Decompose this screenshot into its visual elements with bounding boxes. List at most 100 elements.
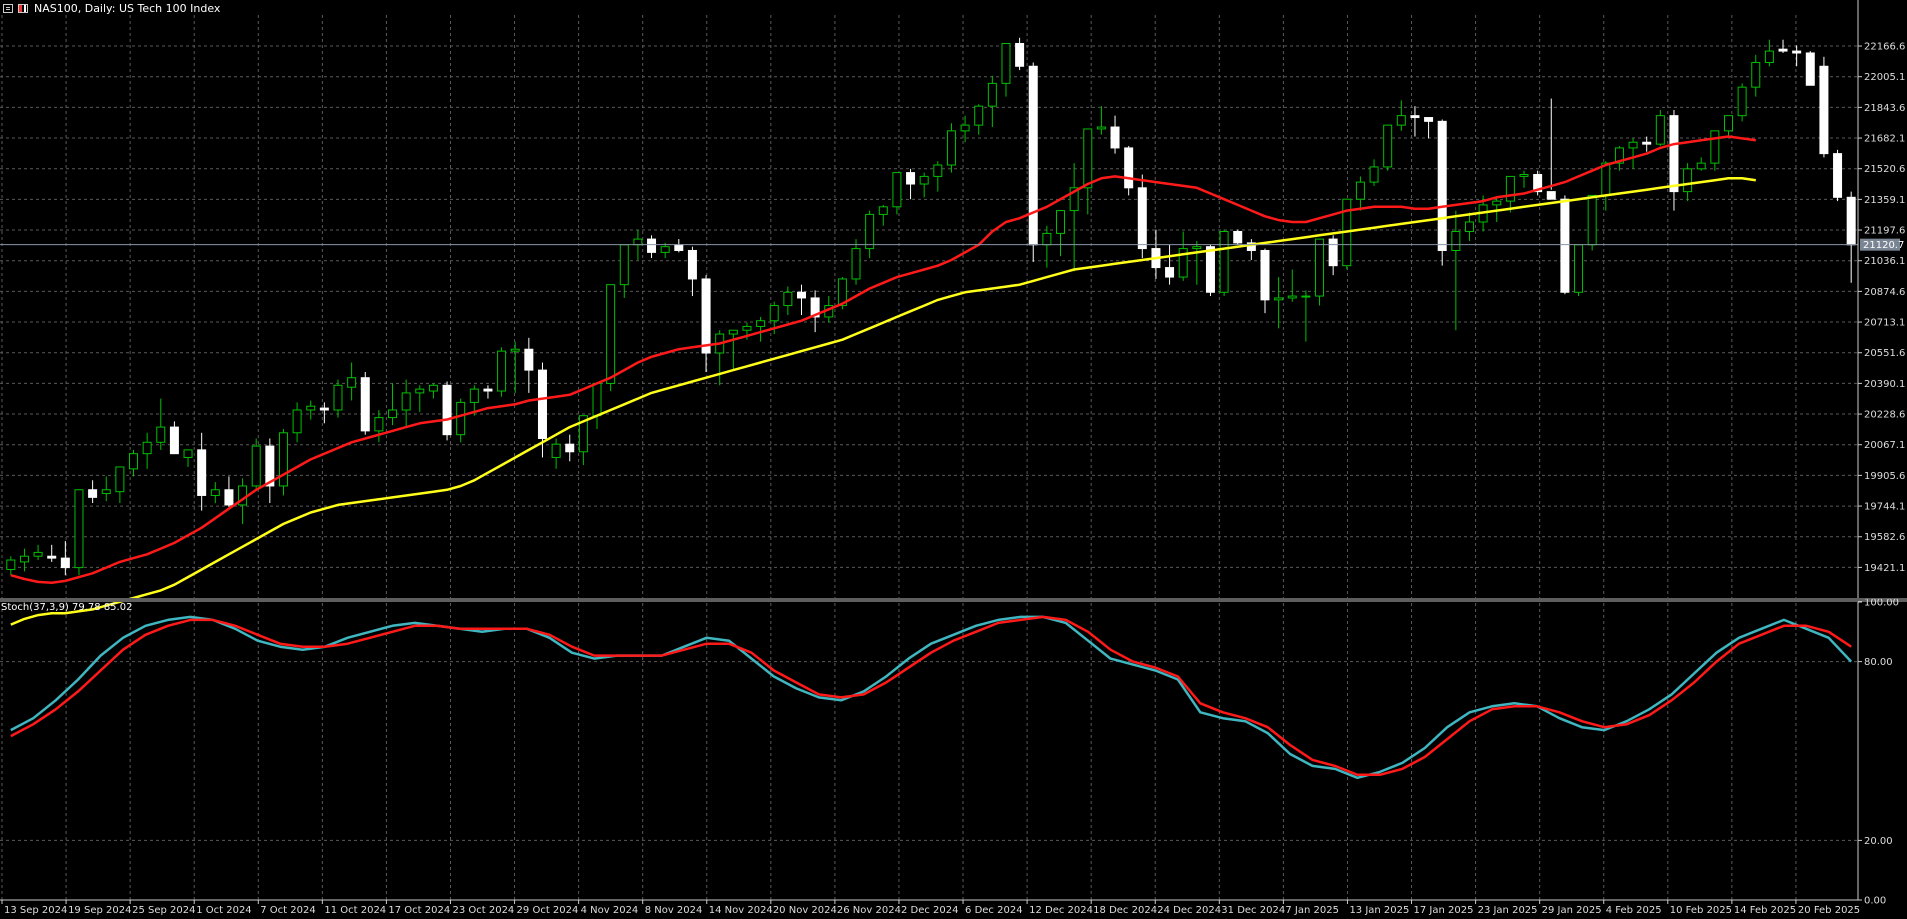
candle-bull — [415, 388, 425, 394]
candle-bull — [115, 466, 125, 493]
candle-bull — [347, 377, 357, 388]
x-tick-label: 25 Sep 2024 — [132, 905, 195, 916]
chart-grid — [0, 15, 1858, 900]
candle-bull — [960, 124, 970, 132]
candle-bull — [333, 384, 343, 411]
candle-bull — [428, 384, 438, 392]
current-price-label-bg — [1860, 238, 1900, 251]
chart-type-icon[interactable] — [18, 3, 28, 13]
x-tick-label: 2 Dec 2024 — [901, 905, 959, 916]
candle-bull — [1614, 147, 1624, 164]
candle-bear — [524, 348, 534, 371]
candle-bull — [728, 329, 738, 335]
y-tick-label: 21520.6 — [1864, 164, 1905, 175]
candle-bull — [1505, 175, 1515, 202]
candle-bull — [456, 401, 466, 436]
candle-bull — [1464, 221, 1474, 232]
candle-bull — [306, 405, 316, 411]
x-tick-label: 17 Oct 2024 — [388, 905, 450, 916]
y-tick-label: 19421.1 — [1864, 563, 1905, 574]
candle-bull — [1628, 141, 1638, 149]
candle-bull — [1396, 115, 1406, 126]
candlestick-series — [6, 37, 1856, 576]
candle-bull — [183, 449, 193, 458]
candle-bear — [1792, 50, 1802, 54]
x-tick-label: 20 Nov 2024 — [773, 905, 837, 916]
candle-bull — [851, 248, 861, 280]
candle-bear — [1124, 147, 1134, 189]
candle-bull — [1056, 210, 1066, 234]
candle-bull — [660, 246, 670, 253]
x-tick-label: 17 Jan 2025 — [1414, 905, 1474, 916]
candle-bear — [647, 238, 657, 253]
candle-bull — [469, 388, 479, 403]
candle-bear — [1533, 174, 1543, 193]
candle-bull — [142, 441, 152, 455]
x-tick-label: 10 Feb 2025 — [1670, 905, 1732, 916]
candle-bear — [1015, 42, 1025, 67]
candle-bull — [1083, 128, 1093, 189]
x-tick-label: 24 Dec 2024 — [1157, 905, 1221, 916]
candle-bear — [687, 249, 697, 280]
candle-bull — [919, 175, 929, 185]
candle-bull — [388, 409, 398, 419]
candle-bull — [1192, 246, 1202, 250]
x-tick-label: 11 Oct 2024 — [324, 905, 386, 916]
ma-fast-line — [10, 135, 1756, 585]
candle-bull — [156, 426, 166, 443]
x-tick-label: 4 Nov 2024 — [581, 905, 639, 916]
x-tick-label: 31 Dec 2024 — [1221, 905, 1285, 916]
y-tick-label: 20551.6 — [1864, 348, 1905, 359]
y-tick-label: 21359.1 — [1864, 195, 1905, 206]
candle-bull — [251, 445, 261, 487]
candle-bull — [1383, 124, 1393, 168]
candle-bull — [878, 206, 888, 215]
candle-bear — [1260, 249, 1270, 301]
candle-bull — [1274, 297, 1284, 301]
candle-bear — [1642, 141, 1652, 145]
candle-bull — [1737, 86, 1747, 117]
candle-bull — [1042, 232, 1052, 246]
candle-bear — [47, 555, 57, 559]
x-tick-label: 7 Oct 2024 — [260, 905, 315, 916]
y-tick-label: 19582.6 — [1864, 532, 1905, 543]
x-tick-label: 14 Nov 2024 — [709, 905, 773, 916]
candle-bull — [1764, 50, 1774, 63]
symbol-title: NAS100, Daily: US Tech 100 Index — [34, 1, 221, 15]
x-tick-label: 4 Feb 2025 — [1606, 905, 1662, 916]
menu-icon[interactable] — [3, 3, 13, 13]
stoch-tick-label: 100.00 — [1864, 598, 1899, 609]
candle-bear — [1410, 115, 1420, 119]
candle-bull — [742, 325, 752, 331]
candle-bull — [592, 382, 602, 417]
x-tick-label: 23 Oct 2024 — [452, 905, 514, 916]
x-tick-label: 20 Feb 2025 — [1798, 905, 1860, 916]
candle-bear — [1110, 126, 1120, 149]
candle-bear — [319, 407, 329, 411]
stoch-tick-label: 0.00 — [1864, 896, 1886, 907]
y-tick-label: 20874.6 — [1864, 287, 1905, 298]
candle-bear — [1833, 153, 1843, 198]
candle-bull — [987, 82, 997, 107]
x-tick-label: 13 Jan 2025 — [1349, 905, 1409, 916]
candle-bear — [88, 489, 98, 498]
candle-bear — [1137, 187, 1147, 250]
candle-bull — [619, 244, 629, 286]
stoch-signal-line — [10, 615, 1852, 777]
candle-bull — [374, 417, 384, 432]
x-tick-label: 14 Feb 2025 — [1734, 905, 1796, 916]
candle-bear — [442, 384, 452, 436]
x-tick-label: 19 Sep 2024 — [68, 905, 131, 916]
candle-bull — [551, 443, 561, 458]
candle-bull — [1492, 200, 1502, 206]
candle-bull — [1301, 295, 1311, 298]
candle-bear — [169, 426, 179, 455]
y-tick-label: 21843.6 — [1864, 103, 1905, 114]
candle-bull — [769, 305, 779, 322]
x-tick-label: 29 Jan 2025 — [1542, 905, 1602, 916]
candle-bear — [1669, 115, 1679, 193]
x-tick-label: 7 Jan 2025 — [1285, 905, 1339, 916]
candle-bull — [974, 105, 984, 126]
